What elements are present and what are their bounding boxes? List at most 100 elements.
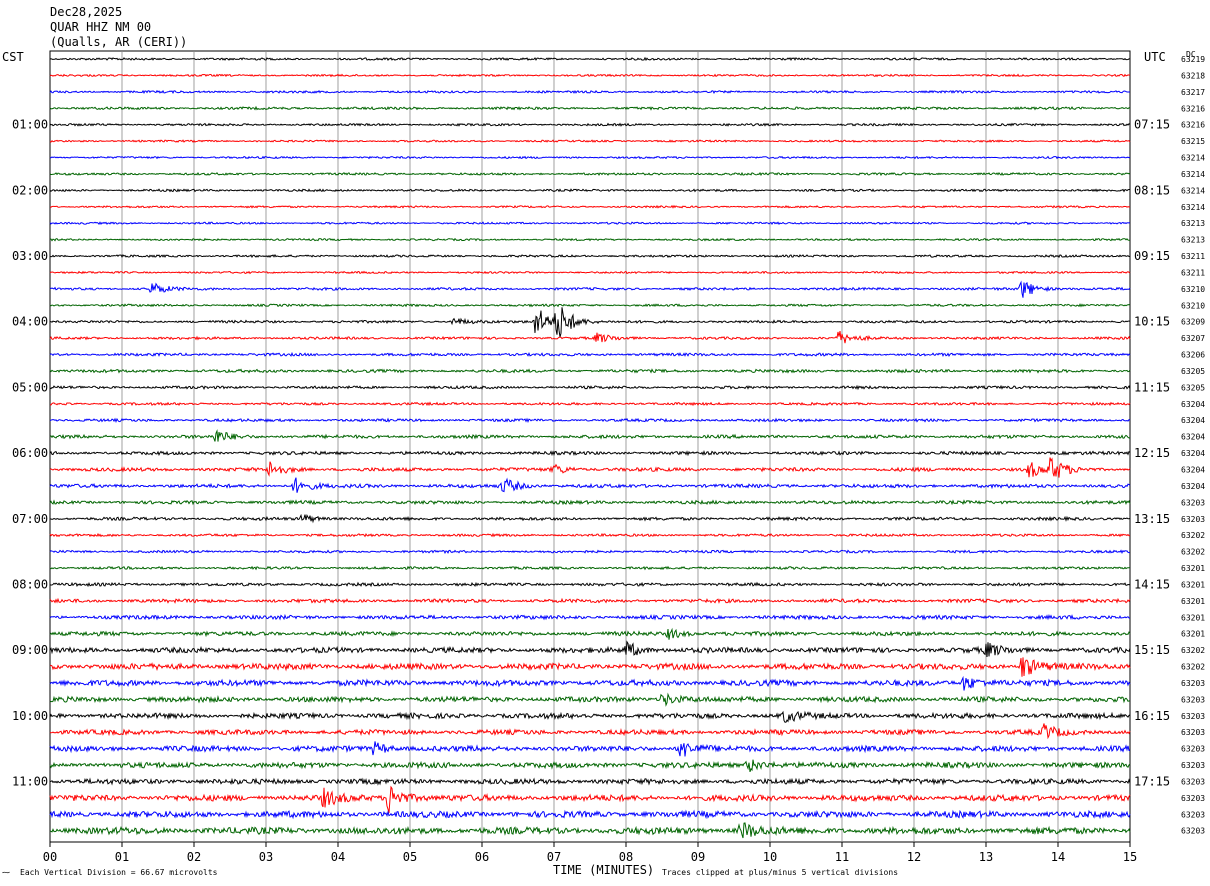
x-tick-label: 14 [1051, 850, 1065, 864]
utc-hour-label: 16:15 [1134, 709, 1170, 723]
dc-value-label: 63214 [1181, 170, 1205, 179]
dc-value-label: 63204 [1181, 482, 1205, 491]
trace-line [50, 253, 1131, 259]
dc-value-label: 63203 [1181, 777, 1205, 786]
scale-icon: ⁓ [2, 868, 10, 877]
dc-value-label: 63203 [1181, 827, 1205, 836]
utc-hour-label: 12:15 [1134, 446, 1170, 460]
trace-line [49, 73, 1131, 78]
trace-line [49, 351, 1131, 358]
trace-line [49, 237, 1131, 242]
dc-value-label: 63203 [1181, 679, 1205, 688]
trace-line [49, 155, 1131, 160]
trace-line [49, 221, 1131, 226]
trace-line [49, 417, 1131, 424]
cst-hour-label: 11:00 [12, 774, 48, 788]
utc-hour-label: 13:15 [1134, 512, 1170, 526]
trace-line [49, 809, 1131, 820]
trace-line [49, 450, 1131, 457]
utc-hour-label: 09:15 [1134, 249, 1170, 263]
trace-line [49, 270, 1131, 275]
cst-hour-label: 02:00 [12, 183, 48, 197]
dc-value-label: 63210 [1181, 285, 1205, 294]
right-axis-label: UTC [1144, 50, 1166, 64]
dc-value-label: 63201 [1181, 630, 1205, 639]
trace-line [49, 710, 1131, 723]
utc-hour-label: 08:15 [1134, 183, 1170, 197]
trace-line [49, 105, 1131, 111]
dc-value-label: 63203 [1181, 695, 1205, 704]
trace-line [49, 303, 1131, 308]
dc-value-label: 63205 [1181, 367, 1205, 376]
dc-value-label: 63201 [1181, 597, 1205, 606]
dc-value-label: 63201 [1181, 580, 1205, 589]
x-tick-label: 09 [691, 850, 705, 864]
dc-value-label: 63207 [1181, 334, 1205, 343]
dc-value-label: 63203 [1181, 745, 1205, 754]
dc-value-label: 63211 [1181, 252, 1205, 261]
trace-line [49, 581, 1131, 588]
dc-value-labels: 63219 63218 63217 63216 63216 63215 63214 63214… [1181, 55, 1205, 836]
x-tick-label: 00 [43, 850, 57, 864]
cst-hour-label: 05:00 [12, 380, 48, 394]
dc-value-label: 63202 [1181, 663, 1205, 672]
clip-note: Traces clipped at plus/minus 5 vertical … [662, 868, 898, 877]
trace-line [49, 384, 1131, 391]
trace-line [49, 723, 1131, 740]
dc-value-label: 63214 [1181, 154, 1205, 163]
trace-line [49, 429, 1131, 442]
x-tick-label: 08 [619, 850, 633, 864]
header-date: Dec28,2025 [50, 5, 122, 19]
x-tick-label: 13 [979, 850, 993, 864]
dc-value-label: 63216 [1181, 121, 1205, 130]
dc-value-label: 63204 [1181, 449, 1205, 458]
dc-value-label: 63203 [1181, 728, 1205, 737]
utc-hour-label: 07:15 [1134, 118, 1170, 132]
trace-group [49, 56, 1131, 839]
trace-line [49, 549, 1130, 555]
trace-line [49, 565, 1130, 571]
header-location: (Qualls, AR (CERI)) [50, 35, 187, 49]
dc-value-label: 63203 [1181, 712, 1205, 721]
trace-line [49, 597, 1131, 604]
header-station: QUAR HHZ NM 00 [50, 20, 151, 34]
dc-value-label: 63204 [1181, 433, 1205, 442]
utc-hour-labels: 07:15 08:15 09:15 10:15 11:15 12:15 13:15 14:15… [1134, 118, 1170, 789]
cst-hour-label: 09:00 [12, 643, 48, 657]
division-note: Each Vertical Division = 66.67 microvolt… [20, 868, 218, 877]
trace-line [49, 692, 1131, 707]
cst-hour-label: 03:00 [12, 249, 48, 263]
dc-value-label: 63204 [1181, 400, 1205, 409]
dc-value-label: 63204 [1181, 416, 1205, 425]
trace-line [49, 331, 1131, 344]
left-axis-label: CST [2, 50, 24, 64]
dc-value-label: 63203 [1181, 794, 1205, 803]
dc-value-label: 63215 [1181, 137, 1205, 146]
cst-hour-label: 07:00 [12, 512, 48, 526]
utc-hour-label: 10:15 [1134, 315, 1170, 329]
cst-hour-label: 04:00 [12, 315, 48, 329]
x-tick-label: 06 [475, 850, 489, 864]
dc-label: DC [1186, 50, 1196, 59]
cst-hour-label: 10:00 [12, 709, 48, 723]
dc-value-label: 63205 [1181, 383, 1205, 392]
x-tick-label: 10 [763, 850, 777, 864]
trace-line [49, 307, 1131, 338]
utc-hour-label: 14:15 [1134, 577, 1170, 591]
trace-line [49, 532, 1131, 538]
trace-line [49, 280, 1131, 298]
trace-line [49, 171, 1131, 177]
cst-hour-label: 01:00 [12, 118, 48, 132]
dc-value-label: 63214 [1181, 203, 1205, 212]
dc-value-label: 63211 [1181, 268, 1205, 277]
dc-value-label: 63202 [1181, 548, 1205, 557]
trace-line [49, 188, 1130, 193]
utc-hour-label: 17:15 [1134, 774, 1170, 788]
x-axis-ticks: 00 01 02 03 04 05 06 07 08 09 10 11 12 13 14 15 [43, 842, 1137, 864]
trace-line [49, 657, 1131, 677]
trace-line [49, 777, 1131, 786]
dc-value-label: 63213 [1181, 219, 1205, 228]
utc-hour-label: 15:15 [1134, 643, 1170, 657]
dc-value-label: 63213 [1181, 236, 1205, 245]
